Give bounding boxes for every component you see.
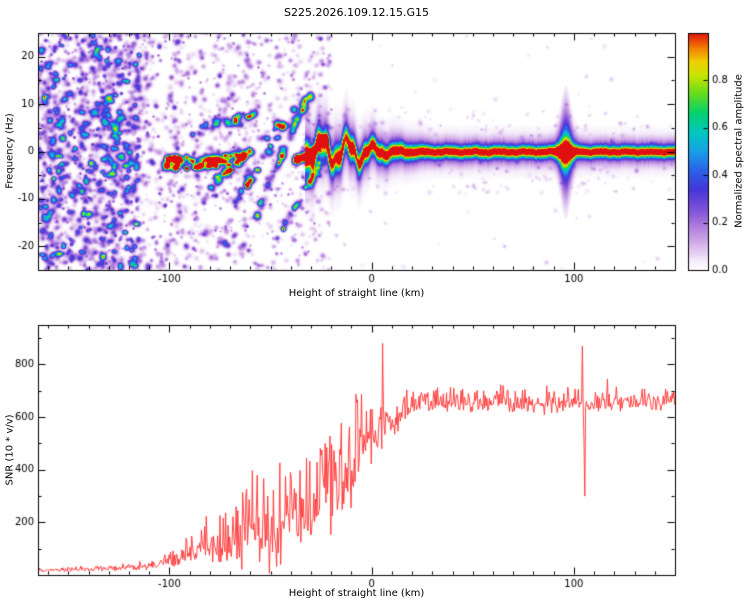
snr-axis-label: SNR (10 * v/v) — [4, 414, 16, 486]
spectrogram-canvas — [0, 26, 750, 311]
snr-canvas — [0, 318, 750, 600]
frequency-axis-label: Frequency (Hz) — [4, 113, 16, 189]
colorbar-label: Normalized spectral amplitude — [733, 74, 745, 228]
height-axis-label-top: Height of straight line (km) — [288, 288, 425, 299]
height-axis-label-bottom: Height of straight line (km) — [288, 588, 425, 599]
figure-title: S225.2026.109.12.15.G15 — [284, 6, 429, 19]
